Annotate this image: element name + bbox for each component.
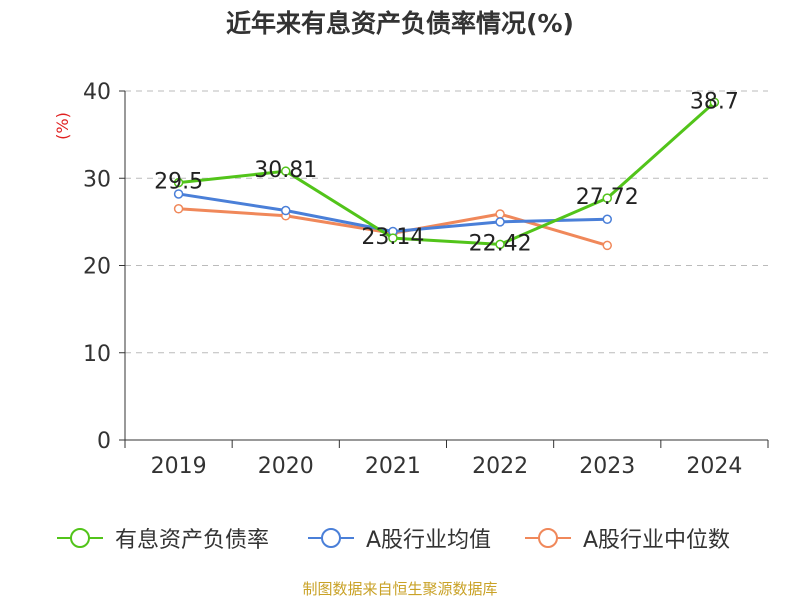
y-tick-label: 40 xyxy=(83,80,111,105)
y-tick-label: 30 xyxy=(83,167,111,192)
legend-item-industry-median[interactable]: A股行业中位数 xyxy=(523,518,730,558)
data-point xyxy=(281,205,291,216)
y-axis-label: (%) xyxy=(53,112,72,140)
data-source-note: 制图数据来自恒生聚源数据库 xyxy=(302,580,498,598)
legend-item-interest-debt-ratio[interactable]: 有息资产负债率 xyxy=(55,518,269,558)
legend: 有息资产负债率 A股行业均值 A股行业中位数 xyxy=(0,518,800,558)
data-point xyxy=(173,177,184,188)
data-point xyxy=(173,204,184,214)
data-point xyxy=(173,189,184,199)
legend-label: A股行业中位数 xyxy=(583,528,731,553)
legend-marker-blue xyxy=(308,528,354,548)
data-label: 29.5 xyxy=(154,170,203,195)
x-tick-label: 2021 xyxy=(365,454,421,479)
x-tick-label: 2019 xyxy=(151,454,207,479)
data-label: 38.7 xyxy=(690,89,739,114)
y-tick-label: 0 xyxy=(97,429,111,454)
legend-marker-orange xyxy=(525,528,571,548)
data-label: 23.14 xyxy=(361,225,424,250)
x-tick-label: 2022 xyxy=(472,454,528,479)
legend-label: A股行业均值 xyxy=(366,528,492,553)
data-point xyxy=(709,97,720,108)
x-tick-label: 2024 xyxy=(686,454,742,479)
data-point xyxy=(495,209,505,219)
legend-marker-green xyxy=(57,528,103,548)
data-point xyxy=(602,240,612,251)
data-point xyxy=(602,214,612,225)
y-tick-label: 20 xyxy=(83,255,111,280)
data-label: 30.81 xyxy=(254,158,317,183)
data-point xyxy=(602,193,612,203)
data-label: 22.42 xyxy=(469,231,532,256)
x-tick-label: 2020 xyxy=(258,454,314,479)
legend-item-industry-mean[interactable]: A股行业均值 xyxy=(306,518,491,558)
series-line xyxy=(178,101,716,246)
data-point xyxy=(495,217,505,227)
data-point xyxy=(495,239,505,250)
chart-title: 近年来有息资产负债率情况(%) xyxy=(226,9,574,38)
data-point xyxy=(281,166,291,176)
legend-label: 有息资产负债率 xyxy=(115,528,270,553)
data-label: 27.72 xyxy=(576,185,639,210)
y-tick-label: 10 xyxy=(83,342,111,367)
x-tick-label: 2023 xyxy=(579,454,635,479)
data-point xyxy=(388,233,398,243)
